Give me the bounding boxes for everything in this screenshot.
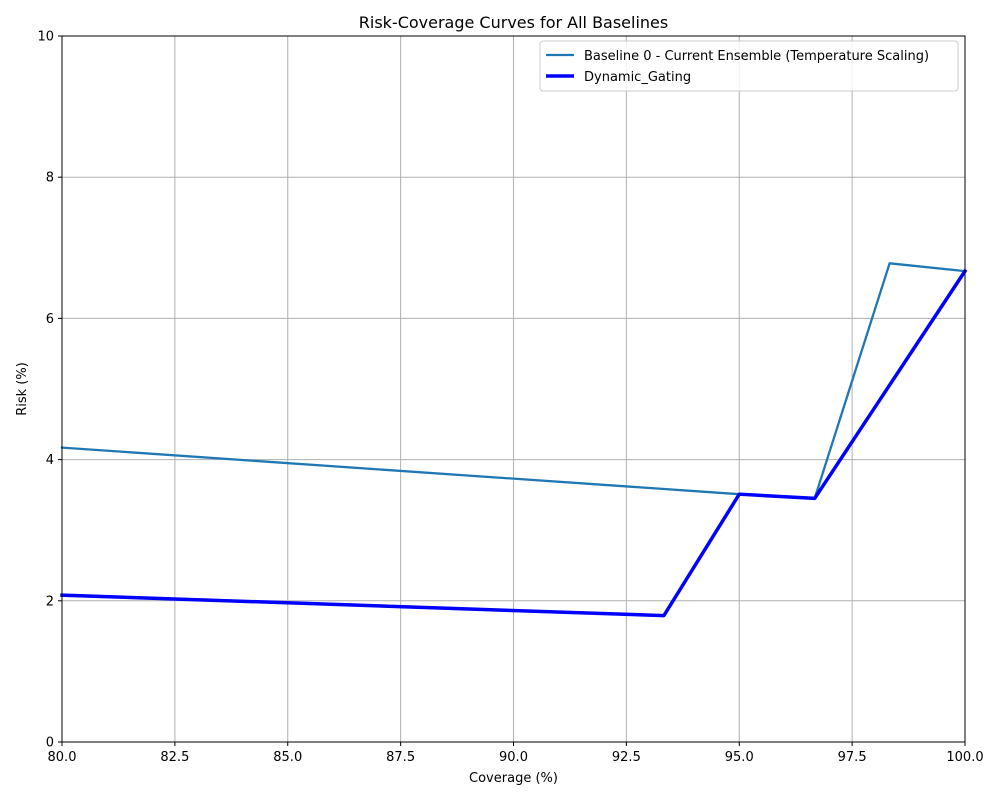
x-tick-label: 85.0 [273, 750, 302, 765]
x-tick-label: 82.5 [160, 750, 189, 765]
x-tick-label: 80.0 [48, 750, 77, 765]
legend-box [539, 40, 959, 92]
y-tick-label: 8 [46, 171, 54, 186]
y-tick-label: 6 [46, 312, 54, 327]
x-tick-label: 95.0 [725, 750, 754, 765]
x-tick-label: 87.5 [386, 750, 415, 765]
y-tick-label: 2 [46, 594, 54, 609]
series-line-dynamic-gating [60, 268, 968, 618]
x-tick-label: 100.0 [946, 750, 983, 765]
legend-label-dynamic-gating: Dynamic_Gating [584, 70, 691, 85]
legend-label-baseline0: Baseline 0 - Current Ensemble (Temperatu… [584, 49, 929, 64]
x-tick-label: 90.0 [499, 750, 528, 765]
x-tick-label: 92.5 [612, 750, 641, 765]
y-tick-label: 0 [46, 736, 54, 751]
legend: Baseline 0 - Current Ensemble (Temperatu… [539, 40, 959, 92]
y-tick-label: 10 [37, 30, 54, 45]
x-tick-label: 97.5 [838, 750, 867, 765]
series-layer [60, 262, 968, 618]
ticks-layer: 80.0 82.5 85.0 87.5 90.0 92.5 95.0 97.5 100.0 0 2 4… [37, 30, 983, 766]
grid-layer [61, 35, 966, 743]
chart-title: Risk-Coverage Curves for All Baselines [359, 13, 668, 32]
x-axis-label: Coverage (%) [469, 771, 558, 786]
y-tick-label: 4 [46, 453, 54, 468]
y-axis-label: Risk (%) [15, 362, 30, 416]
